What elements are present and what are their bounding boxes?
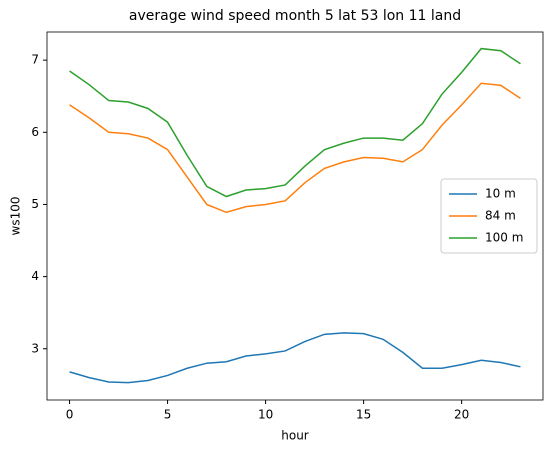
x-tick-label: 20 <box>454 408 469 422</box>
line-series <box>69 82 521 214</box>
y-axis-label: ws100 <box>9 197 23 236</box>
line-series <box>69 47 521 198</box>
x-tick-label: 10 <box>258 408 273 422</box>
legend-box <box>440 178 538 254</box>
y-tick-label: 5 <box>31 197 39 211</box>
legend-label: 100 m <box>485 231 523 245</box>
legend-label: 10 m <box>485 187 516 201</box>
x-tick-label: 15 <box>356 408 371 422</box>
legend-label: 84 m <box>485 209 516 223</box>
plot-frame <box>46 31 544 401</box>
x-tick-label: 0 <box>66 408 74 422</box>
y-tick-label: 6 <box>31 125 39 139</box>
line-series <box>69 332 521 384</box>
x-tick-label: 5 <box>164 408 172 422</box>
y-tick-label: 4 <box>31 269 39 283</box>
y-tick-label: 7 <box>31 53 39 67</box>
y-tick-label: 3 <box>31 341 39 355</box>
chart-title: average wind speed month 5 lat 53 lon 11… <box>129 8 461 24</box>
x-axis-label: hour <box>281 429 309 443</box>
